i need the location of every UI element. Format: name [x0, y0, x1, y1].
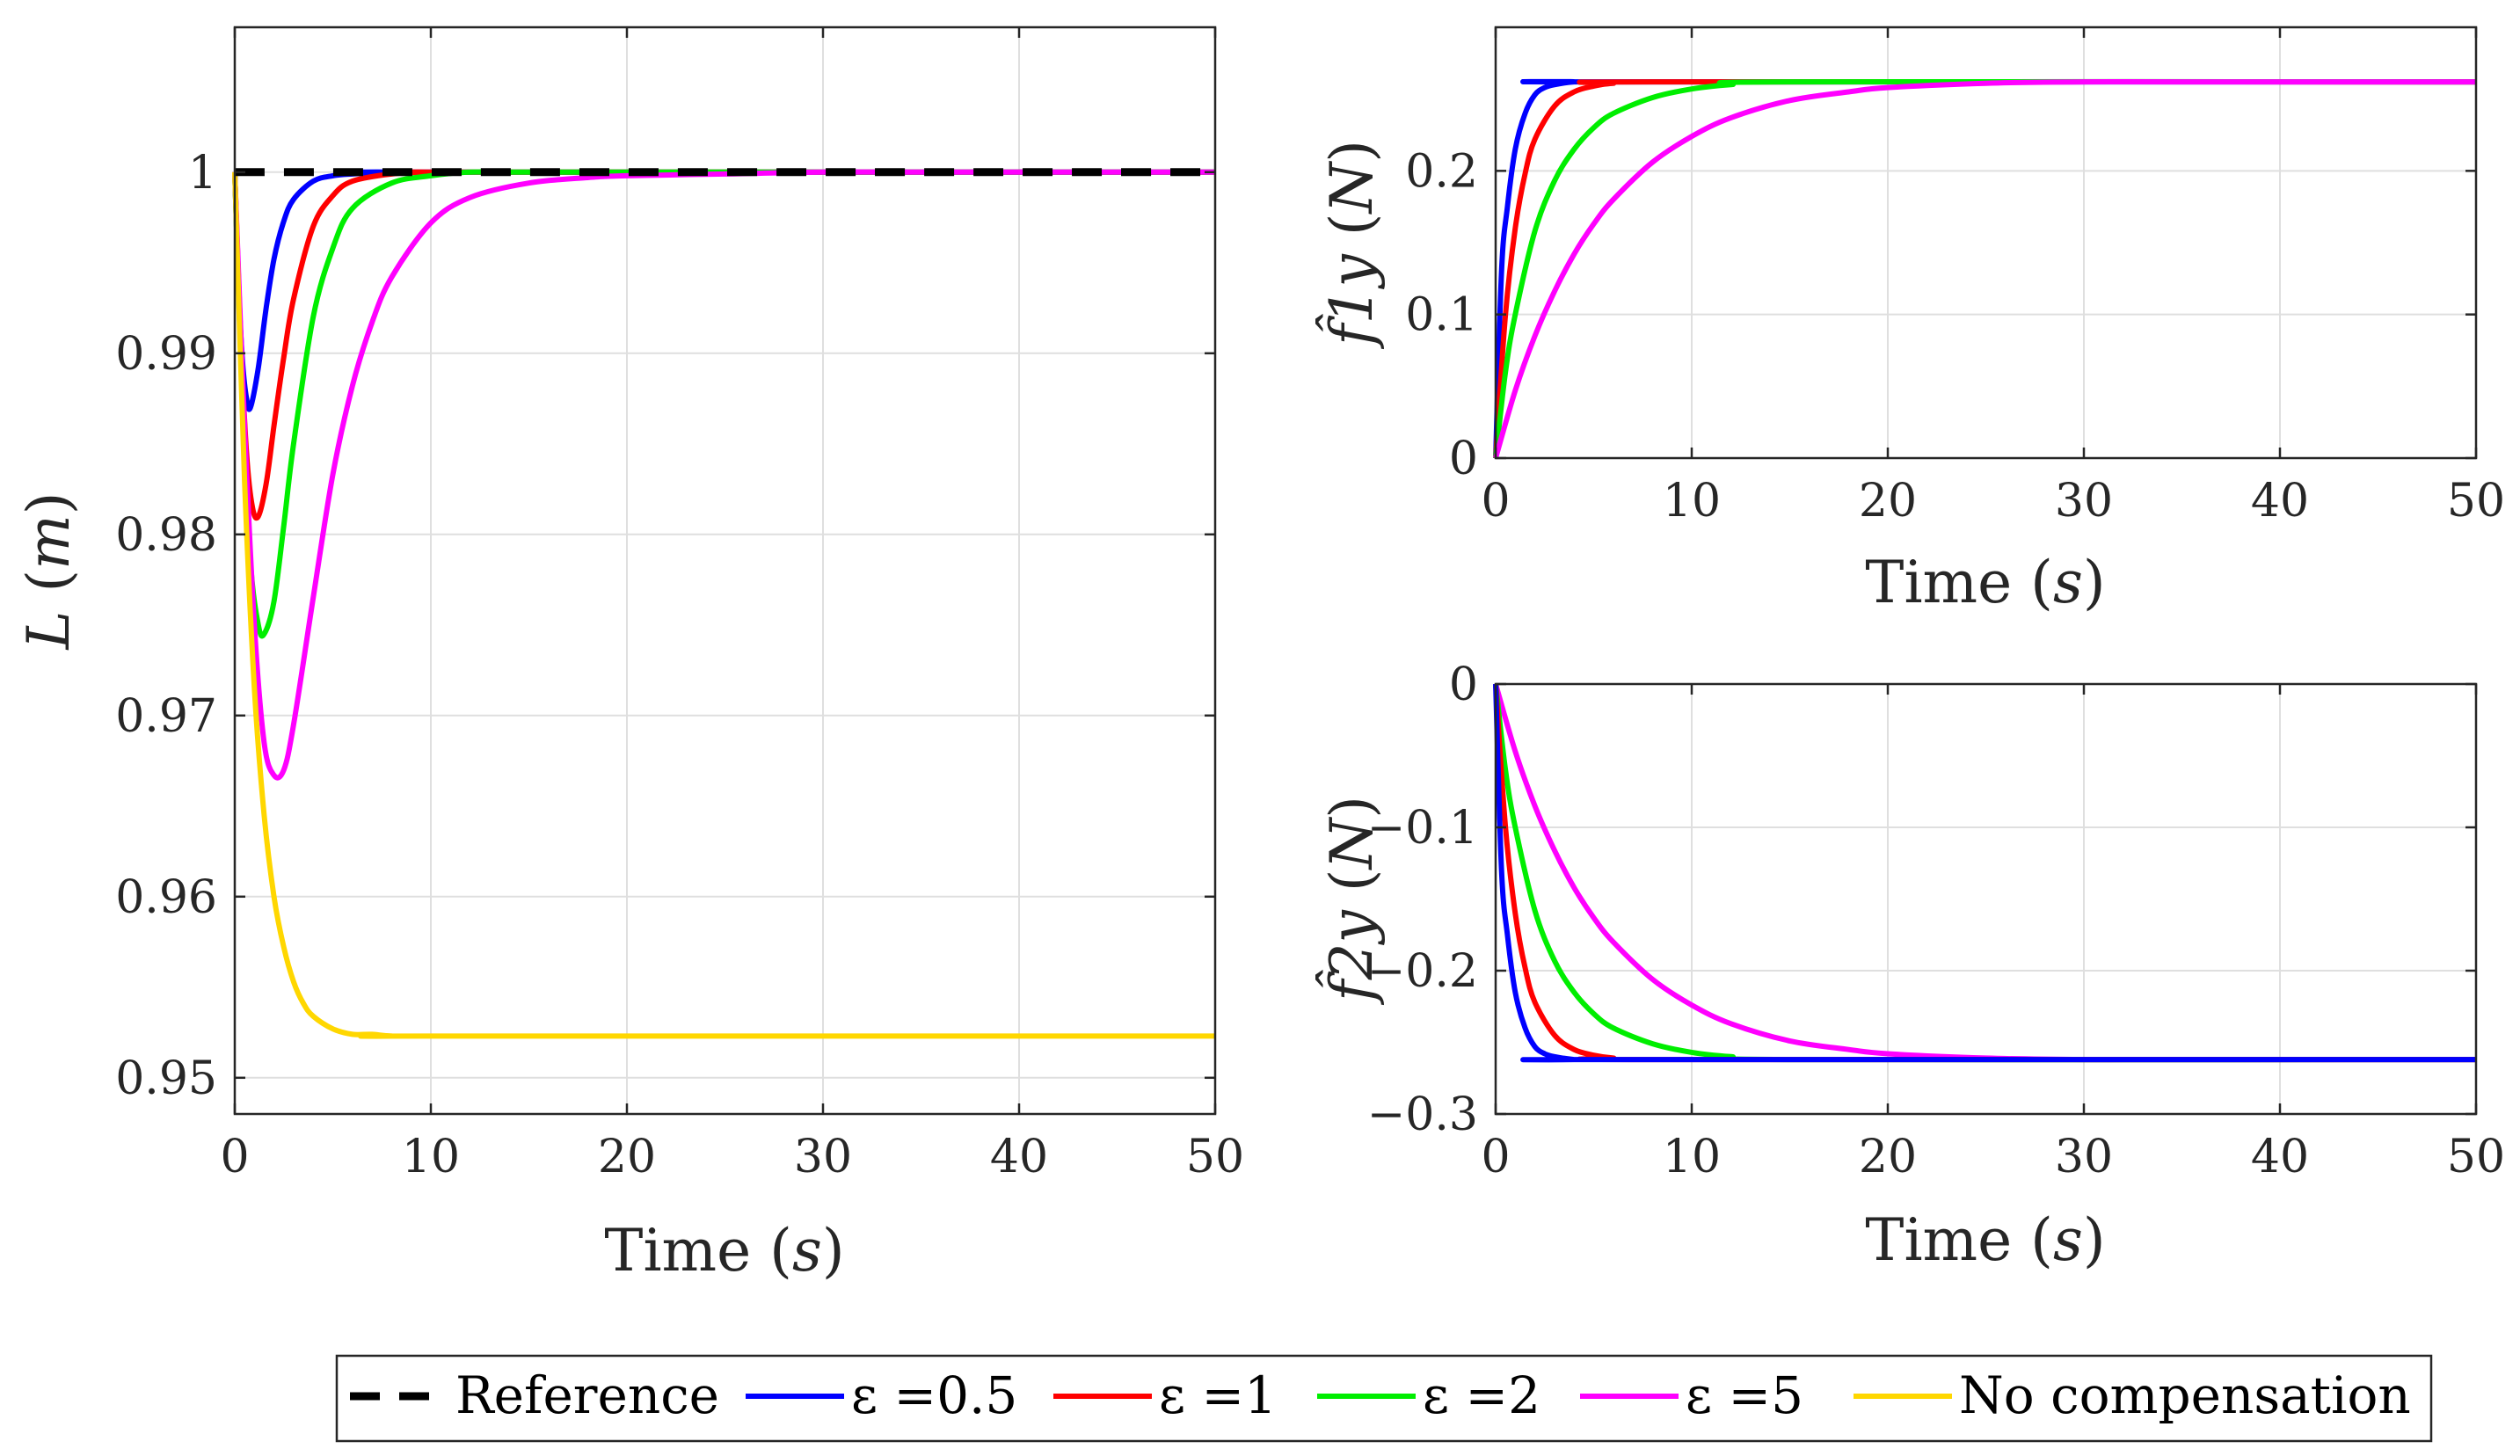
- series-f2: [1493, 683, 2477, 1063]
- grid-f1: [1495, 27, 2477, 459]
- ytick-label-L: 0.99: [115, 328, 217, 381]
- ytick-label-f2: −0.1: [1367, 802, 1478, 855]
- ytick-label-L: 0.97: [115, 690, 217, 743]
- ylabel-L: L (m): [15, 492, 83, 651]
- xtick-label-L: 30: [794, 1131, 852, 1183]
- series-line-eps-1-f1: [1493, 78, 2477, 459]
- grid-f2: [1495, 683, 2477, 1115]
- series-line-no-compensation-L: [232, 171, 1215, 1039]
- ytick-label-f1: 0: [1449, 433, 1478, 485]
- plot-f1: 0 10 20 30 40 50 0 0.1 0.2 Time (s) f̂1y (N): [1316, 25, 2505, 616]
- series-line-eps-2-f1: [1493, 78, 2477, 459]
- series-line-eps-5-f1: [1493, 78, 2476, 459]
- xtick-label-f1: 50: [2447, 475, 2505, 528]
- legend-label: No compensation: [1959, 1365, 2411, 1425]
- xtick-label-f2: 20: [1859, 1131, 1917, 1183]
- series-line-eps-1-f2: [1493, 683, 2477, 1063]
- ytick-label-L: 0.95: [115, 1052, 217, 1105]
- xlabel-f1: Time (s): [1865, 549, 2105, 616]
- xtick-label-L: 0: [220, 1131, 249, 1183]
- series-line-eps-5-L: [232, 169, 1215, 781]
- legend-label: ε =1: [1159, 1365, 1277, 1425]
- ytick-label-L: 1: [188, 147, 217, 200]
- ticks-f1: 0 10 20 30 40 50 0 0.1 0.2: [1405, 27, 2505, 528]
- ytick-label-L: 0.96: [115, 871, 217, 924]
- ytick-label-f1: 0.2: [1405, 145, 1478, 198]
- xtick-label-f2: 50: [2447, 1131, 2505, 1183]
- xtick-label-L: 20: [598, 1131, 656, 1183]
- xtick-label-L: 40: [990, 1131, 1048, 1183]
- xtick-label-f1: 10: [1663, 475, 1721, 528]
- ytick-label-L: 0.98: [115, 509, 217, 562]
- xtick-label-f2: 30: [2055, 1131, 2113, 1183]
- legend-item-eps-0p5: ε =0.5: [746, 1365, 1017, 1425]
- xtick-label-L: 50: [1186, 1131, 1244, 1183]
- legend-item-reference: Reference: [350, 1365, 719, 1425]
- legend: Reference ε =0.5 ε =1 ε =2 ε =5 No compensati…: [335, 1354, 2433, 1443]
- axes-frame-L: [233, 25, 1217, 1116]
- series-L: [232, 168, 1215, 1039]
- legend-label: Reference: [455, 1365, 719, 1425]
- ylabel-f1: f̂1y (N): [1316, 140, 1386, 350]
- ticks-L: 0 10 20 30 40 50 0.95 0.96 0.97 0.98 0.99 1: [115, 27, 1244, 1183]
- legend-item-no-compensation: No compensation: [1854, 1365, 2411, 1425]
- legend-item-eps-2: ε =2: [1317, 1365, 1540, 1425]
- legend-item-eps-1: ε =1: [1053, 1365, 1277, 1425]
- plot-L: 0 10 20 30 40 50 0.95 0.96 0.97 0.98 0.99 1 Time (s…: [15, 25, 1244, 1285]
- xtick-label-f2: 0: [1481, 1131, 1510, 1183]
- xtick-label-f1: 30: [2055, 475, 2113, 528]
- ylabel-f2: f̂2y (N): [1316, 796, 1386, 1006]
- series-f1: [1493, 78, 2477, 459]
- xtick-label-f2: 40: [2251, 1131, 2309, 1183]
- series-line-eps-1-L: [232, 169, 1215, 521]
- series-line-eps-5-f2: [1493, 683, 2476, 1063]
- axes-frame-f2: [1494, 682, 2478, 1116]
- ticks-f2: 0 10 20 30 40 50 −0.3 −0.2 −0.1 0: [1367, 659, 2505, 1183]
- xtick-label-f2: 10: [1663, 1131, 1721, 1183]
- series-line-eps-0p5-f2: [1493, 683, 2476, 1063]
- legend-label: ε =2: [1423, 1365, 1540, 1425]
- legend-label: ε =5: [1686, 1365, 1803, 1425]
- ytick-label-f2: 0: [1449, 659, 1478, 711]
- axes-frame-f1: [1494, 25, 2478, 460]
- xlabel-f2: Time (s): [1865, 1206, 2105, 1274]
- xtick-label-f1: 0: [1481, 475, 1510, 528]
- series-line-eps-2-L: [232, 169, 1215, 639]
- xtick-label-L: 10: [402, 1131, 460, 1183]
- xtick-label-f1: 20: [1859, 475, 1917, 528]
- ytick-label-f2: −0.2: [1367, 945, 1478, 998]
- series-line-eps-0p5-f1: [1493, 78, 2476, 459]
- legend-item-eps-5: ε =5: [1580, 1365, 1803, 1425]
- series-line-eps-2-f2: [1493, 683, 2477, 1063]
- plot-f2: 0 10 20 30 40 50 −0.3 −0.2 −0.1 0 Time (s) f̂2y (…: [1316, 659, 2505, 1274]
- xtick-label-f1: 40: [2251, 475, 2309, 528]
- ytick-label-f2: −0.3: [1367, 1088, 1478, 1141]
- xlabel-L: Time (s): [604, 1217, 844, 1285]
- legend-label: ε =0.5: [851, 1365, 1017, 1425]
- ytick-label-f1: 0.1: [1405, 289, 1478, 342]
